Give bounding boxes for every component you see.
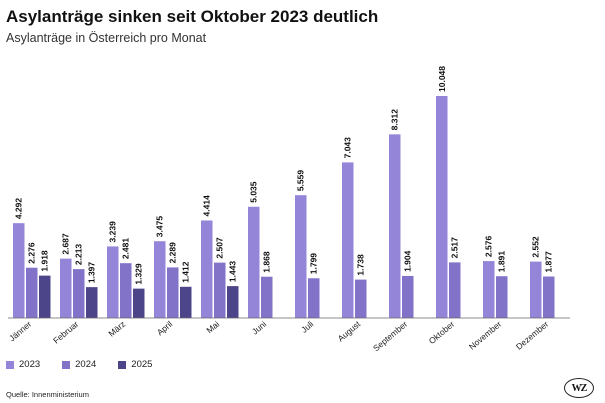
bar-2024-11 <box>543 276 555 318</box>
wz-logo: WZ <box>564 378 594 398</box>
category-label-9: Oktober <box>427 319 457 346</box>
bar-2023-1 <box>60 258 72 318</box>
bar-2023-3 <box>154 241 166 318</box>
bar-2024-8 <box>402 275 414 318</box>
category-label-3: April <box>155 319 175 338</box>
data-label-2025-4: 1.443 <box>228 261 238 283</box>
data-label-2025-1: 1.397 <box>87 262 97 284</box>
data-label-2023-5: 5.035 <box>249 181 259 203</box>
data-label-2025-0: 1.918 <box>40 250 50 272</box>
data-label-2023-7: 7.043 <box>343 137 353 159</box>
data-label-2024-0: 2.276 <box>27 242 37 264</box>
bar-2023-0 <box>13 223 25 318</box>
category-label-0: Jänner <box>7 319 33 343</box>
legend-item-2025: 2025 <box>118 359 152 370</box>
data-label-2024-4: 2.507 <box>215 237 225 259</box>
data-label-2024-8: 1.904 <box>403 250 413 272</box>
bar-2025-2 <box>133 288 145 318</box>
chart-title: Asylanträge sinken seit Oktober 2023 deu… <box>6 7 379 26</box>
category-label-6: Juli <box>299 319 315 335</box>
bar-2024-5 <box>261 276 273 318</box>
bar-2023-4 <box>201 220 213 318</box>
category-label-4: Mai <box>204 319 221 336</box>
legend-swatch-2023 <box>6 360 14 369</box>
legend-label-2025: 2025 <box>131 359 153 370</box>
bar-2023-10 <box>483 261 495 318</box>
legend-item-2023: 2023 <box>6 359 40 370</box>
data-label-2023-9: 10.048 <box>437 66 447 92</box>
data-label-2024-10: 1.891 <box>497 251 507 273</box>
data-label-2023-6: 5.559 <box>296 170 306 192</box>
bar-2023-5 <box>248 206 260 318</box>
bar-2024-3 <box>167 267 179 318</box>
category-label-2: März <box>106 319 127 339</box>
data-label-2024-1: 2.213 <box>74 244 84 266</box>
bar-2024-10 <box>496 276 508 318</box>
category-label-8: September <box>371 319 409 353</box>
legend: 2023 2024 2025 <box>6 359 152 370</box>
data-label-2023-1: 2.687 <box>61 233 71 255</box>
category-label-7: August <box>336 318 363 343</box>
legend-label-2023: 2023 <box>19 359 41 370</box>
bar-2025-3 <box>180 286 192 318</box>
bar-2023-9 <box>436 96 448 318</box>
data-label-2023-2: 3.239 <box>108 221 118 243</box>
category-label-10: November <box>467 319 504 352</box>
source-note: Quelle: Innenministerium <box>6 390 89 399</box>
data-label-2024-3: 2.289 <box>168 242 178 264</box>
bar-2024-9 <box>449 262 461 318</box>
data-label-2024-2: 2.481 <box>121 238 131 260</box>
chart-subtitle: Asylanträge in Österreich pro Monat <box>6 31 207 45</box>
bar-2025-0 <box>39 275 51 318</box>
data-label-2023-0: 4.292 <box>14 198 24 220</box>
data-label-2024-9: 2.517 <box>450 237 460 259</box>
data-label-2024-5: 1.868 <box>262 251 272 273</box>
bar-2023-8 <box>389 134 401 318</box>
legend-swatch-2025 <box>118 360 127 369</box>
legend-label-2024: 2024 <box>75 359 97 370</box>
data-label-2025-3: 1.412 <box>181 261 191 283</box>
bar-2024-4 <box>214 262 226 318</box>
bar-2025-4 <box>227 286 239 318</box>
bar-2023-7 <box>342 162 354 318</box>
data-label-2025-2: 1.329 <box>134 263 144 285</box>
data-label-2023-3: 3.475 <box>155 216 165 238</box>
bar-2024-2 <box>120 263 132 318</box>
bar-2024-0 <box>26 267 38 318</box>
category-label-5: Juni <box>250 319 268 337</box>
category-label-11: Dezember <box>514 319 551 352</box>
category-label-1: Februar <box>51 319 80 346</box>
bar-2023-11 <box>530 261 542 318</box>
legend-item-2024: 2024 <box>62 359 96 370</box>
bar-2025-1 <box>86 287 98 318</box>
bar-2023-6 <box>295 195 307 318</box>
bar-2024-1 <box>73 269 85 318</box>
data-label-2023-8: 8.312 <box>390 109 400 131</box>
bar-2023-2 <box>107 246 119 318</box>
data-label-2024-7: 1.738 <box>356 254 366 276</box>
data-label-2023-11: 2.552 <box>531 236 541 258</box>
bar-2024-6 <box>308 278 320 318</box>
data-label-2023-4: 4.414 <box>202 195 212 217</box>
bar-2024-7 <box>355 279 367 318</box>
data-label-2024-11: 1.877 <box>544 251 554 273</box>
legend-swatch-2024 <box>62 360 71 369</box>
data-label-2024-6: 1.799 <box>309 253 319 275</box>
data-label-2023-10: 2.576 <box>484 236 494 258</box>
